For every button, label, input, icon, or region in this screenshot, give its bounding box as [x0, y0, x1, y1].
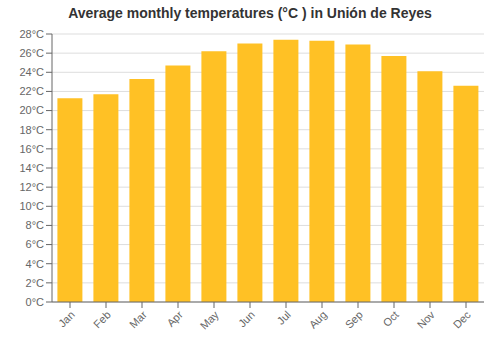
- svg-text:Jan: Jan: [56, 308, 77, 329]
- svg-text:6°C: 6°C: [26, 238, 45, 250]
- svg-text:22°C: 22°C: [19, 85, 44, 97]
- svg-text:Dec: Dec: [451, 308, 474, 331]
- svg-text:28°C: 28°C: [19, 28, 44, 40]
- svg-text:12°C: 12°C: [19, 181, 44, 193]
- svg-text:Oct: Oct: [380, 308, 401, 329]
- svg-text:16°C: 16°C: [19, 143, 44, 155]
- svg-text:Jul: Jul: [275, 308, 293, 326]
- svg-text:20°C: 20°C: [19, 104, 44, 116]
- svg-text:Mar: Mar: [127, 308, 149, 330]
- svg-text:24°C: 24°C: [19, 66, 44, 78]
- svg-text:Jun: Jun: [236, 308, 257, 329]
- svg-text:0°C: 0°C: [26, 296, 45, 308]
- svg-text:8°C: 8°C: [26, 219, 45, 231]
- svg-text:May: May: [198, 308, 222, 332]
- svg-text:2°C: 2°C: [26, 277, 45, 289]
- svg-text:14°C: 14°C: [19, 162, 44, 174]
- svg-text:Apr: Apr: [164, 308, 185, 329]
- svg-text:Aug: Aug: [307, 308, 329, 330]
- svg-text:Feb: Feb: [91, 308, 113, 330]
- svg-text:Nov: Nov: [415, 308, 438, 331]
- svg-text:4°C: 4°C: [26, 258, 45, 270]
- svg-text:26°C: 26°C: [19, 47, 44, 59]
- svg-text:Sep: Sep: [343, 308, 365, 330]
- html-text:Average monthly temperatures (: Average monthly temperatures (°C ) in Un…: [68, 5, 432, 21]
- svg-text:10°C: 10°C: [19, 200, 44, 212]
- svg-text:18°C: 18°C: [19, 124, 44, 136]
